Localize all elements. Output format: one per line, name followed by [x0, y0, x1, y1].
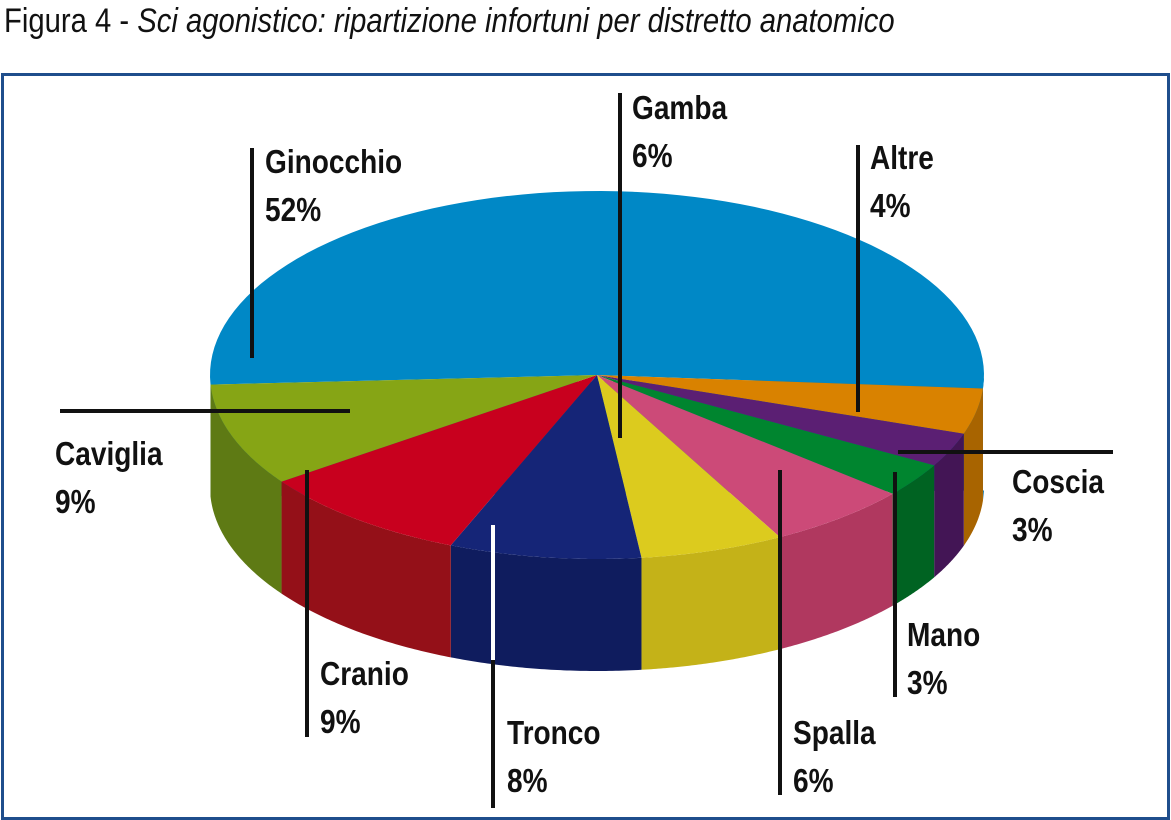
slice-label: Tronco — [507, 714, 601, 751]
title-prefix: Figura 4 - — [4, 2, 138, 40]
label-ginocchio: Ginocchio 52% — [265, 138, 402, 234]
slice-value: 3% — [907, 664, 948, 701]
slice-side-tronco — [450, 545, 642, 671]
label-spalla: Spalla 6% — [793, 709, 876, 805]
leader-cranio — [305, 470, 309, 737]
slice-label: Gamba — [632, 89, 728, 126]
slice-label: Caviglia — [55, 435, 163, 472]
slice-spalla — [597, 375, 893, 538]
slice-value: 6% — [632, 137, 673, 174]
slice-side-altre — [963, 388, 983, 546]
leader-coscia — [898, 450, 1113, 454]
slice-label: Ginocchio — [265, 143, 403, 180]
leader-ginocchio — [250, 148, 254, 358]
slice-side-cranio — [281, 481, 451, 658]
slice-coscia — [597, 375, 964, 466]
label-gamba: Gamba 6% — [632, 84, 727, 180]
leader-altre — [856, 145, 860, 412]
slice-label: Cranio — [320, 655, 409, 692]
leader-gamba — [618, 93, 622, 438]
slice-side-caviglia — [210, 384, 282, 594]
slice-side-gamba — [641, 537, 780, 670]
figure-title: Figura 4 - Sci agonistico: ripartizione … — [4, 2, 895, 41]
slice-caviglia — [210, 375, 597, 482]
leader-tronco-top — [491, 525, 495, 660]
leader-mano — [893, 472, 897, 697]
slice-cranio — [281, 375, 597, 546]
slice-value: 52% — [265, 191, 322, 228]
slice-value: 6% — [793, 762, 834, 799]
slice-value: 8% — [507, 762, 548, 799]
slice-side-coscia — [934, 433, 964, 578]
slice-side-spalla — [779, 493, 893, 650]
label-coscia: Coscia 3% — [1012, 458, 1104, 554]
label-mano: Mano 3% — [907, 611, 980, 707]
slice-tronco — [450, 375, 642, 559]
slice-label: Altre — [870, 139, 934, 176]
slice-altre — [597, 375, 983, 434]
label-tronco: Tronco 8% — [507, 709, 601, 805]
slice-label: Coscia — [1012, 463, 1104, 500]
slice-side-mano — [892, 465, 935, 606]
slice-mano — [597, 375, 935, 494]
slice-label: Mano — [907, 616, 981, 653]
slice-value: 9% — [320, 703, 361, 740]
label-altre: Altre 4% — [870, 134, 934, 230]
slice-value: 9% — [55, 483, 96, 520]
leader-tronco — [491, 660, 495, 808]
slice-gamba — [597, 375, 780, 558]
slice-value: 4% — [870, 187, 911, 224]
leader-spalla — [778, 470, 782, 795]
leader-caviglia — [60, 409, 350, 413]
title-italic: Sci agonistico: ripartizione infortuni p… — [137, 2, 895, 40]
slice-label: Spalla — [793, 714, 876, 751]
slice-value: 3% — [1012, 511, 1053, 548]
slice-ginocchio — [210, 191, 984, 389]
label-caviglia: Caviglia 9% — [55, 430, 163, 526]
label-cranio: Cranio 9% — [320, 650, 409, 746]
